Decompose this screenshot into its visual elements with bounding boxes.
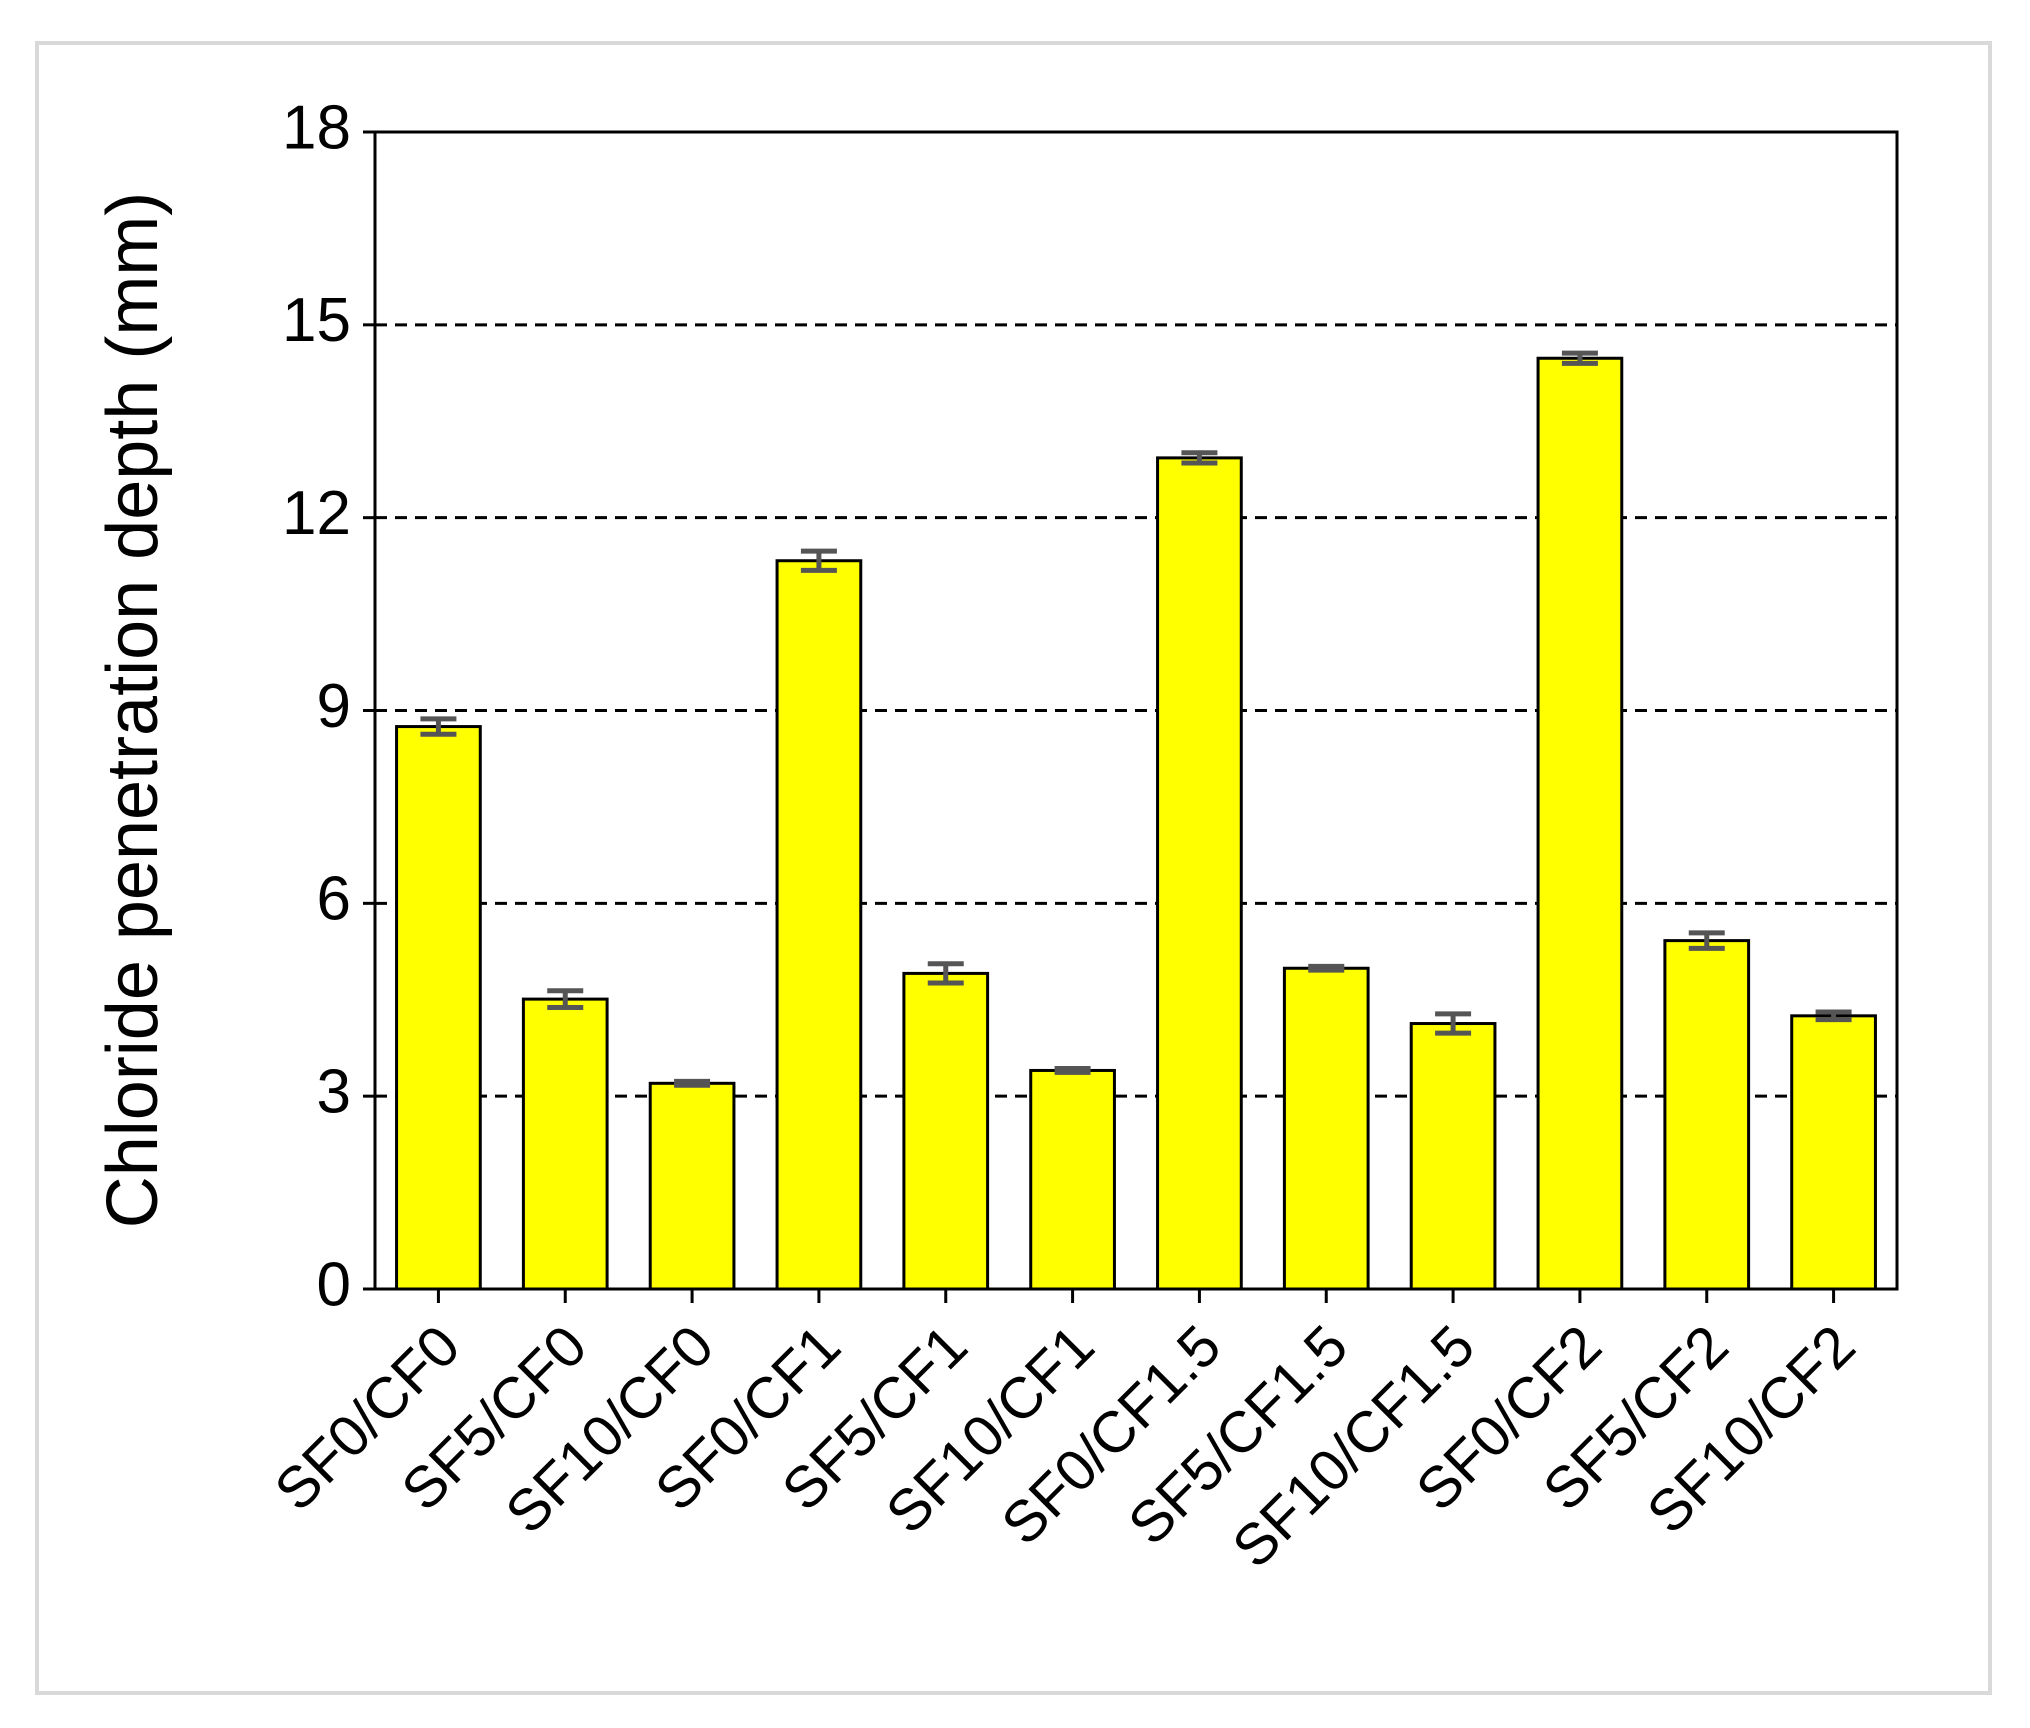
bar — [1790, 1014, 1877, 1291]
error-bar — [1181, 450, 1218, 466]
bar — [648, 1081, 736, 1291]
error-bar — [1688, 930, 1725, 951]
chart-border — [35, 41, 1992, 1695]
error-bar — [420, 716, 457, 737]
y-tick-label: 6 — [317, 865, 351, 934]
bar — [902, 971, 990, 1291]
error-bar — [1054, 1066, 1091, 1075]
y-tick-label: 3 — [317, 1058, 351, 1127]
error-bar — [674, 1078, 711, 1088]
bar — [1536, 356, 1624, 1291]
error-bar — [1561, 350, 1598, 366]
bar — [1029, 1068, 1116, 1291]
bar — [1663, 939, 1751, 1291]
plot-frame — [373, 130, 1899, 1291]
y-axis-label: Chloride penetration depth (mm) — [93, 192, 173, 1229]
bar — [521, 997, 609, 1291]
y-tick-label: 12 — [282, 479, 351, 548]
y-tick-label: 0 — [317, 1250, 351, 1319]
error-bar — [1815, 1009, 1852, 1023]
bar — [775, 559, 863, 1291]
y-tick-label: 18 — [282, 93, 351, 162]
y-tick-label: 15 — [282, 286, 351, 355]
error-bar — [927, 961, 964, 986]
bar — [1409, 1022, 1497, 1291]
bar — [1282, 966, 1370, 1291]
error-bar — [1435, 1011, 1472, 1036]
error-bar — [1308, 963, 1345, 973]
bar — [1156, 456, 1243, 1291]
bar — [395, 725, 482, 1291]
error-bar — [800, 548, 837, 573]
y-tick-label: 9 — [317, 672, 351, 741]
error-bar — [547, 988, 584, 1010]
